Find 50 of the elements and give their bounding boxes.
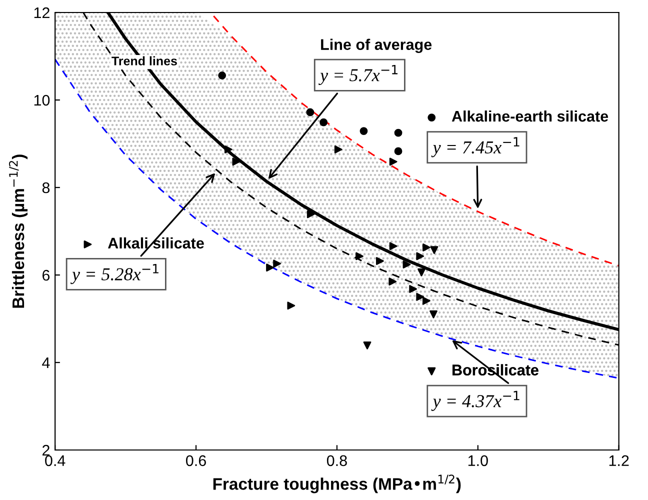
point	[389, 158, 398, 166]
point	[389, 242, 398, 250]
point	[422, 296, 430, 305]
line-series	[212, 15, 619, 267]
annotation: y = 5.7x$^{−1}$	[318, 65, 398, 86]
point	[334, 145, 342, 154]
point	[320, 118, 328, 126]
y-tick-label: 6	[42, 270, 50, 281]
point	[356, 252, 364, 260]
legend-label: Alkaline-earth silicate	[452, 110, 608, 122]
x-tick-label: 0.6	[186, 455, 206, 466]
point	[218, 72, 226, 80]
point	[418, 268, 426, 276]
point	[306, 108, 314, 116]
y-tick-label: 10	[34, 94, 50, 106]
annotation: y = 5.28x$^{−1}$	[70, 264, 158, 284]
y-tick-label: 12	[34, 7, 50, 18]
y-tick-label: 8	[42, 182, 50, 194]
annotation: y = 4.37x$^{−1}$	[431, 390, 520, 411]
y-tick-label: 4	[42, 358, 50, 368]
point	[273, 260, 282, 268]
point	[306, 210, 315, 218]
x-tick-label: 0.8	[326, 455, 347, 466]
point	[402, 260, 411, 268]
point	[394, 128, 402, 137]
y-axis-title: Brittleness (µm$^{−1/2}$)	[9, 154, 28, 308]
annotation: Trend lines	[112, 56, 177, 66]
point	[430, 246, 438, 254]
point	[409, 285, 418, 293]
point	[416, 252, 424, 260]
point	[430, 310, 438, 318]
point	[416, 292, 424, 301]
x-tick-label: 1.2	[609, 455, 629, 466]
point	[388, 278, 397, 286]
annotation: y = 7.45x$^{−1}$	[431, 137, 520, 158]
point	[363, 341, 372, 350]
legend-label: Alkali silicate	[108, 237, 204, 249]
point	[287, 302, 296, 310]
y-tick-label: 2	[42, 444, 50, 456]
point	[232, 158, 240, 166]
x-tick-label: 0.4	[45, 455, 66, 466]
point	[266, 264, 274, 272]
point	[422, 243, 430, 252]
point	[360, 127, 368, 136]
point	[394, 147, 402, 156]
x-axis-title: Fracture toughness (MPa•m$^{1/2}$)	[213, 474, 461, 494]
point	[376, 257, 384, 265]
point	[224, 145, 232, 154]
x-tick-label: 1.0	[468, 455, 488, 466]
annotation: Line of average	[321, 38, 432, 54]
